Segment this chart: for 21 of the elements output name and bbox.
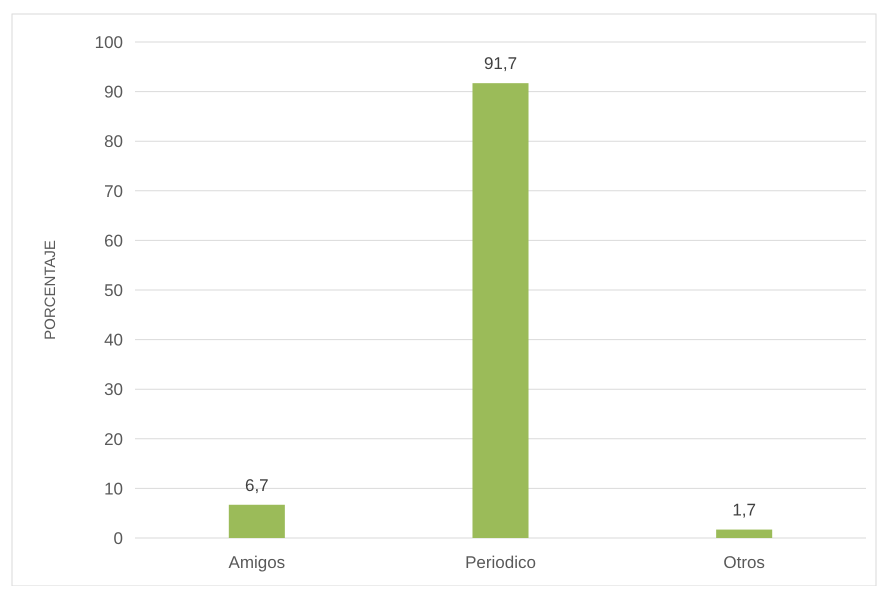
y-tick-label: 100 (94, 32, 123, 52)
y-tick-label: 70 (104, 182, 123, 201)
y-tick-label: 50 (104, 280, 123, 300)
y-tick-label: 30 (104, 380, 123, 400)
x-tick-label: Amigos (228, 553, 286, 572)
y-tick-label: 20 (104, 430, 123, 449)
y-tick-label: 0 (114, 528, 123, 548)
y-tick-label: 60 (104, 231, 123, 250)
bar (716, 530, 772, 538)
bar (228, 504, 285, 538)
y-tick-label: 80 (104, 132, 123, 152)
data-label: 1,7 (732, 500, 756, 520)
x-tick-label: Periodico (465, 553, 536, 572)
x-tick-label: Otros (723, 553, 765, 572)
y-tick-label: 40 (104, 330, 123, 350)
data-label: 6,7 (245, 476, 269, 495)
y-axis-title: PORCENTAJE (42, 240, 59, 340)
y-tick-label: 10 (104, 479, 123, 498)
data-label: 91,7 (484, 54, 518, 74)
y-tick-label: 90 (104, 82, 123, 102)
bar (472, 83, 529, 538)
